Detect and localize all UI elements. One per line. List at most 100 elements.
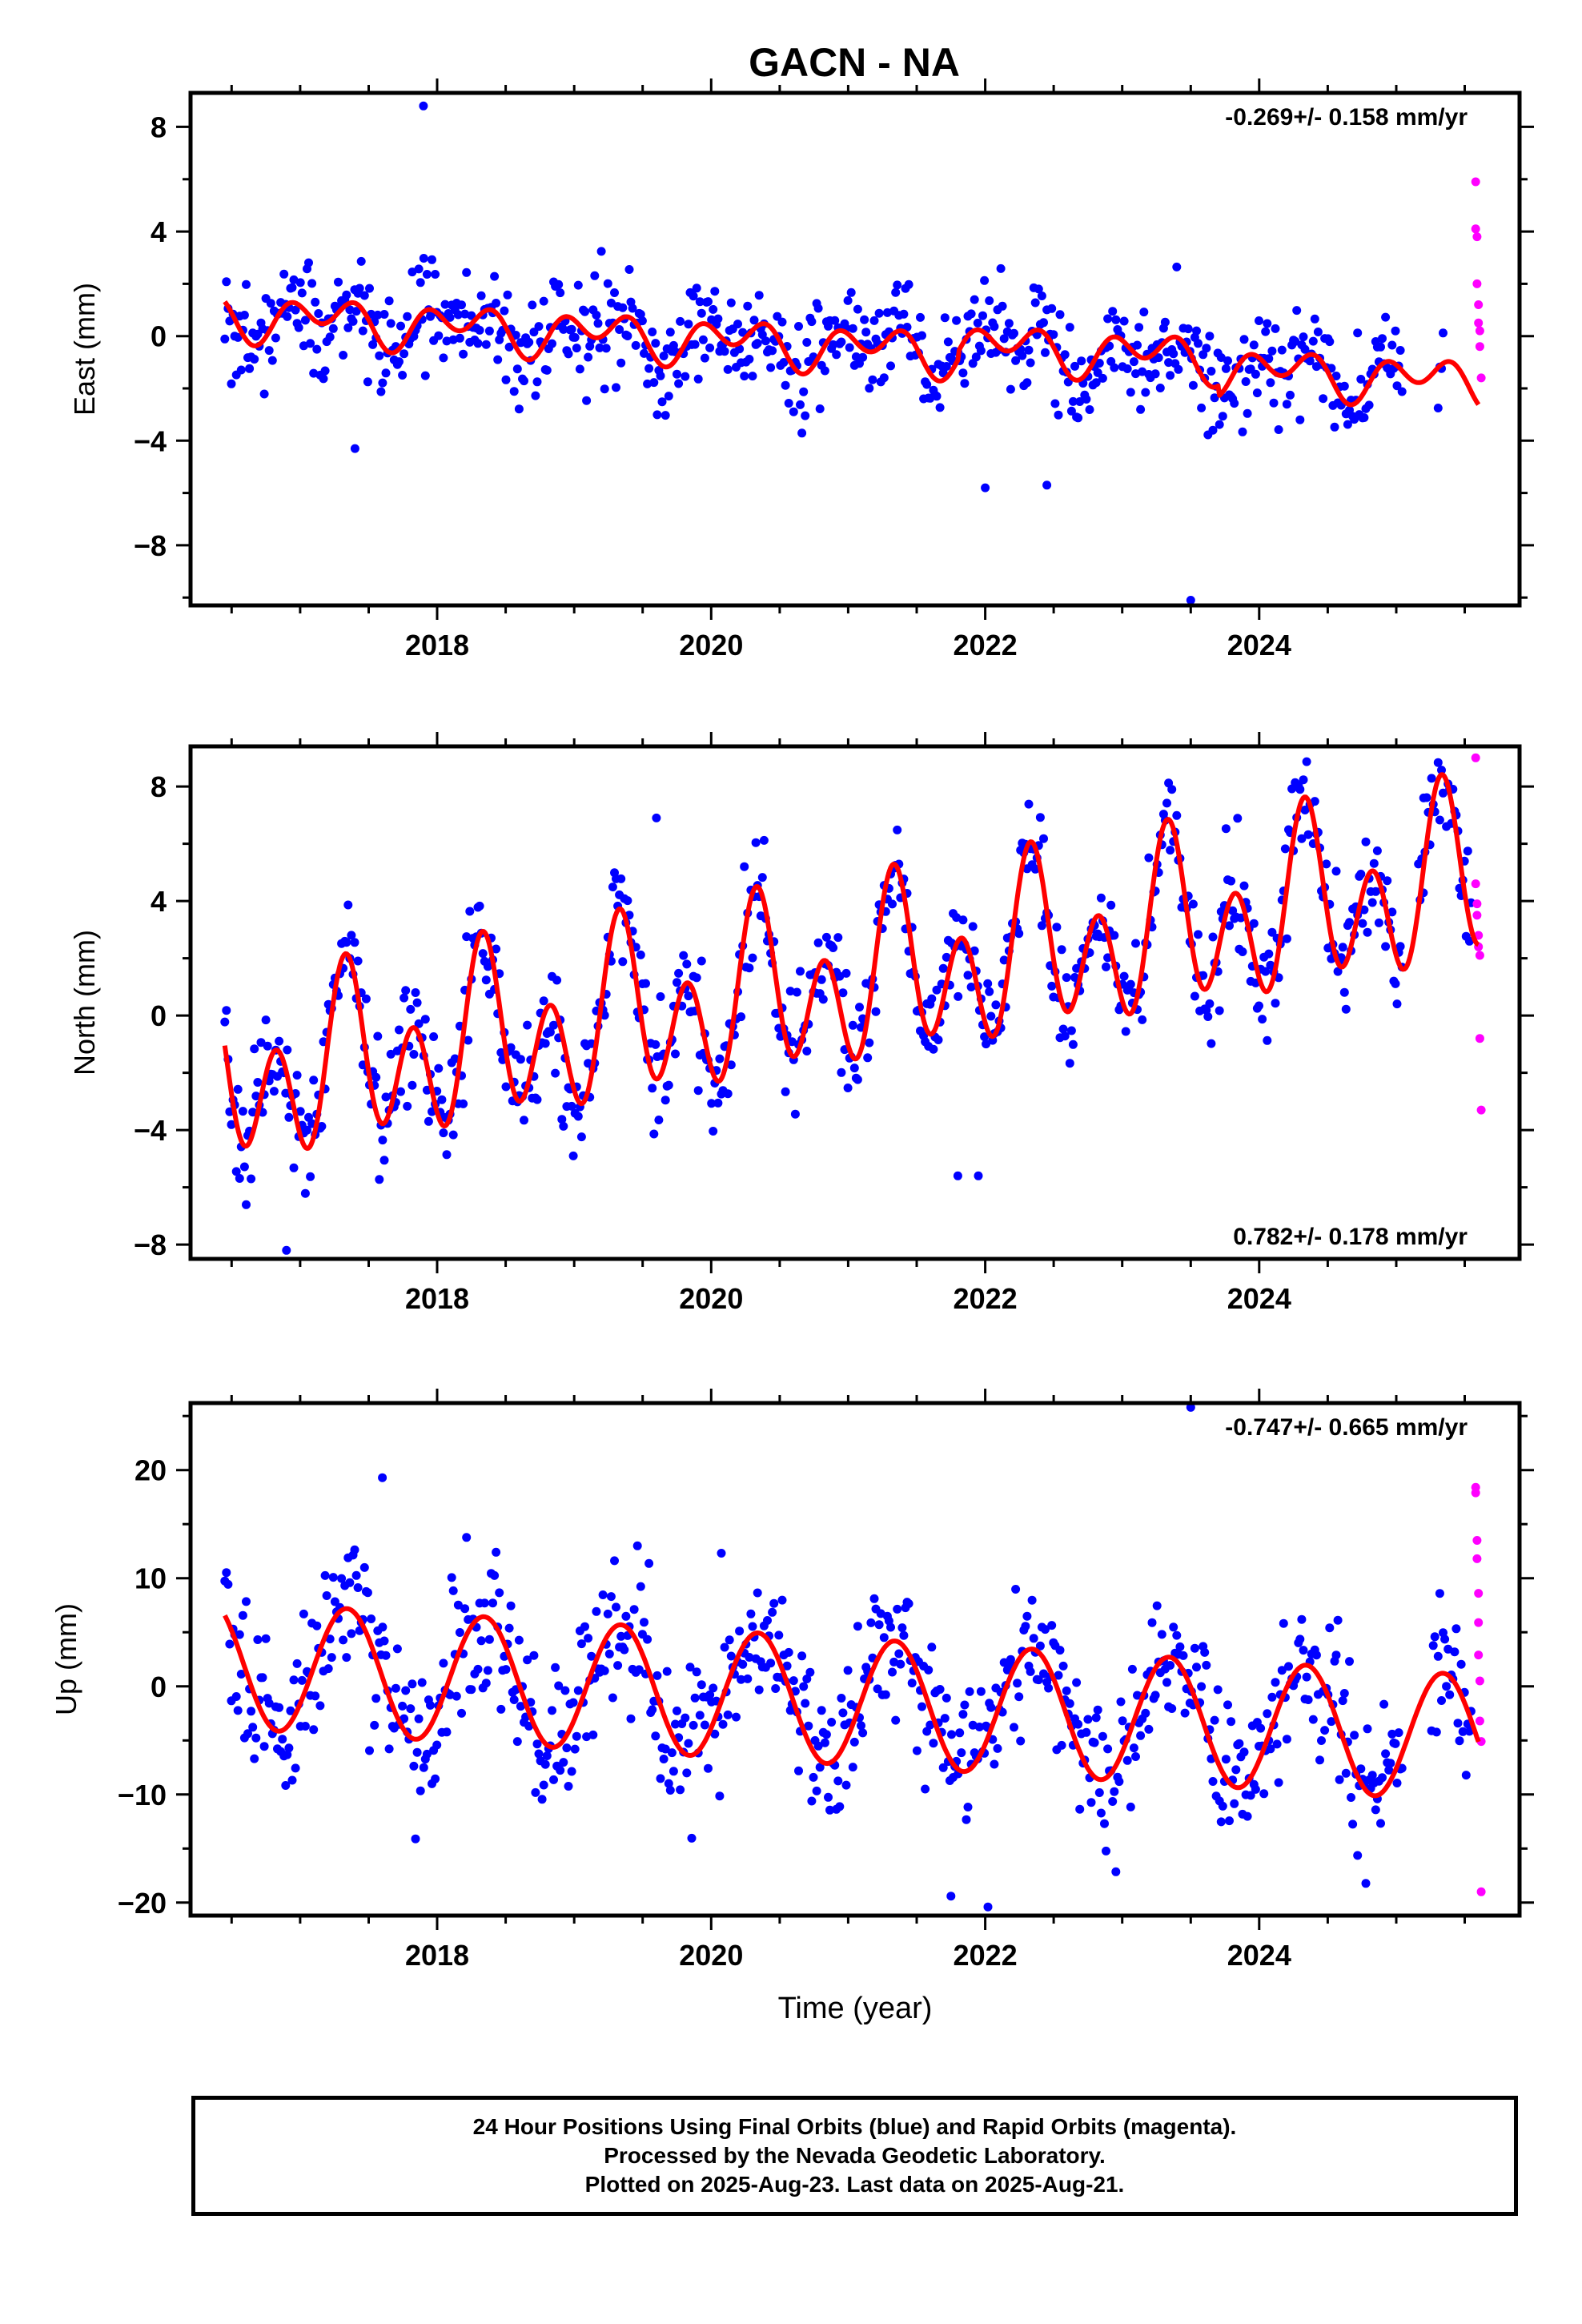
east-final-point: [512, 364, 522, 374]
north-rapid-points: [1471, 753, 1486, 1115]
east-final-point: [661, 411, 670, 420]
east-final-point: [1018, 351, 1027, 360]
up-final-point: [1435, 1589, 1444, 1598]
up-final-point: [946, 1892, 956, 1901]
up-final-point: [667, 1748, 677, 1758]
east-final-point: [781, 380, 790, 390]
east-final-point: [1042, 480, 1052, 490]
up-final-point: [745, 1653, 754, 1662]
north-final-point: [790, 1109, 800, 1119]
east-final-point: [797, 428, 807, 438]
up-final-point: [1452, 1624, 1461, 1634]
north-final-point: [1172, 810, 1182, 820]
north-final-point: [616, 874, 626, 883]
up-final-point: [769, 1598, 779, 1608]
north-final-point: [849, 1063, 859, 1073]
up-final-point: [236, 1670, 246, 1679]
east-final-point: [222, 277, 231, 287]
up-final-point: [1062, 1686, 1071, 1695]
up-final-point: [1213, 1685, 1223, 1695]
up-final-point: [391, 1683, 400, 1693]
north-final-point: [726, 1060, 736, 1070]
east-final-point: [375, 351, 384, 360]
up-final-point: [1200, 1647, 1210, 1657]
north-final-point: [559, 1121, 568, 1131]
up-final-point: [695, 1711, 705, 1720]
up-final-point: [337, 1574, 347, 1583]
east-final-point: [422, 270, 432, 279]
up-final-point: [748, 1622, 757, 1631]
east-final-point: [853, 304, 862, 314]
up-final-point: [379, 1636, 389, 1646]
up-final-point: [414, 1714, 424, 1723]
east-final-point: [1230, 399, 1239, 408]
east-final-point: [981, 483, 990, 493]
up-final-point: [1098, 1731, 1107, 1741]
east-rapid-point: [1476, 373, 1486, 383]
up-final-point: [453, 1600, 463, 1610]
up-final-point: [1027, 1595, 1037, 1605]
east-final-point: [559, 324, 568, 334]
up-final-point: [869, 1594, 879, 1603]
east-final-point: [1066, 406, 1076, 416]
up-final-point: [1333, 1615, 1343, 1625]
up-final-point: [238, 1610, 247, 1620]
east-final-point: [264, 346, 274, 356]
north-final-point: [740, 862, 749, 871]
north-final-point: [409, 1050, 419, 1059]
up-final-point: [496, 1704, 506, 1714]
east-final-point: [848, 324, 857, 333]
north-final-point: [483, 962, 492, 971]
east-final-point: [1339, 381, 1349, 391]
east-final-point: [1221, 364, 1231, 373]
east-final-point: [312, 344, 322, 354]
north-final-point: [759, 835, 769, 845]
north-final-point: [697, 956, 706, 966]
north-y-tick-label: 0: [151, 999, 167, 1032]
east-final-point: [1139, 308, 1149, 317]
east-final-point: [640, 348, 648, 358]
caption-line-processor: Processed by the Nevada Geodetic Laborat…: [604, 2143, 1106, 2168]
panels-group: 2018 2020 2022 2024 −8 −4 0 4 8 East (mm) -0.269+/…: [50, 78, 1534, 2025]
up-final-point: [821, 1730, 831, 1739]
up-final-point: [838, 1708, 848, 1718]
up-final-point: [1175, 1642, 1185, 1651]
east-final-point: [998, 301, 1007, 311]
north-final-point: [478, 949, 488, 959]
east-final-point: [1205, 332, 1215, 341]
up-final-point: [662, 1667, 672, 1676]
up-final-point: [1141, 1708, 1150, 1718]
up-final-point: [782, 1661, 792, 1671]
east-final-point: [1308, 336, 1318, 346]
north-final-point: [713, 1098, 723, 1108]
east-final-point: [1397, 387, 1407, 396]
east-final-point: [556, 288, 565, 298]
up-final-point: [570, 1744, 580, 1754]
north-rapid-point: [1475, 1034, 1484, 1043]
up-final-point: [1041, 1625, 1050, 1634]
up-final-point: [1455, 1736, 1464, 1746]
up-final-point: [858, 1728, 868, 1738]
up-final-point: [735, 1626, 745, 1636]
north-final-point: [833, 933, 843, 943]
up-final-point: [710, 1729, 720, 1739]
up-final-point: [1445, 1690, 1455, 1699]
east-final-point: [1243, 408, 1252, 418]
up-final-point: [1428, 1641, 1438, 1651]
up-final-point: [993, 1743, 1002, 1753]
east-final-point: [283, 312, 292, 321]
north-final-point: [1381, 942, 1391, 951]
north-final-point: [991, 1000, 1001, 1010]
east-final-point: [462, 267, 472, 277]
east-final-point: [440, 300, 450, 309]
up-final-point: [797, 1651, 807, 1661]
up-final-point: [384, 1744, 394, 1754]
up-final-point: [912, 1746, 921, 1755]
up-final-point: [1392, 1779, 1402, 1787]
up-final-point: [233, 1706, 243, 1715]
up-final-point: [328, 1573, 338, 1582]
north-final-point: [682, 959, 692, 969]
north-final-point: [289, 1163, 299, 1172]
east-final-point: [796, 400, 805, 409]
east-final-point: [996, 263, 1006, 273]
